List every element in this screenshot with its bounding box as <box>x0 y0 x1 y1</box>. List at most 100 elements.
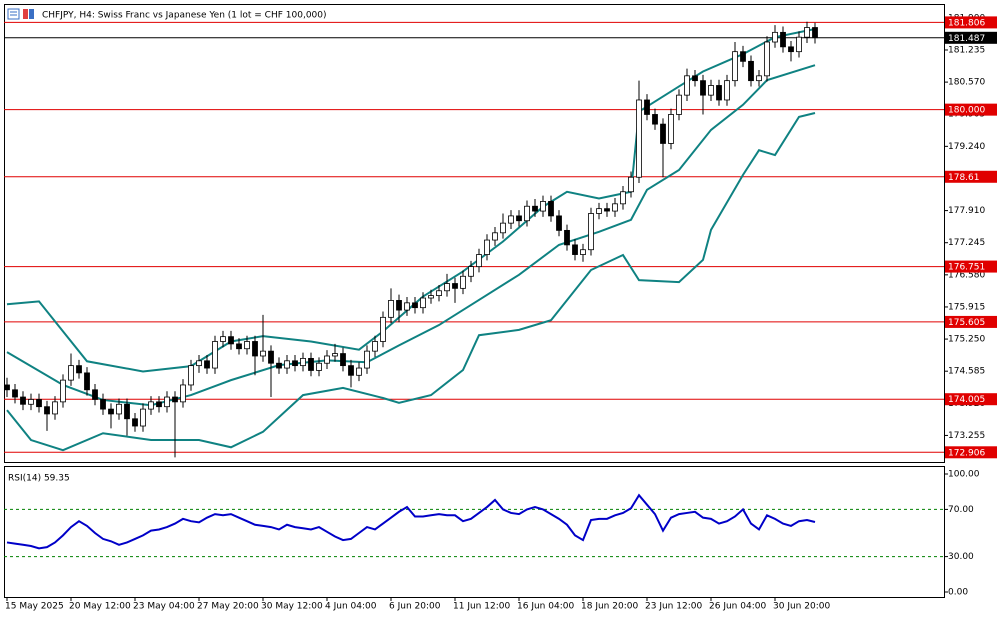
level-label: 180.000 <box>948 106 985 116</box>
candle-body <box>244 341 250 350</box>
levels <box>4 21 944 453</box>
y-tick-label: 180.570 <box>948 78 985 88</box>
level-tag <box>945 16 997 29</box>
candle-body <box>444 283 450 292</box>
candle-body <box>124 403 130 420</box>
candle-body <box>196 360 202 367</box>
candle-body <box>508 215 514 224</box>
candle-body <box>804 27 810 38</box>
candle-body <box>236 343 242 350</box>
candle-body <box>316 362 322 371</box>
x-tick-label: 16 Jun 04:00 <box>517 602 574 612</box>
candle-body <box>372 341 378 352</box>
candle-body <box>60 379 66 403</box>
candle-body <box>324 355 330 364</box>
candle-body <box>276 362 282 369</box>
current-price-label: 181.487 <box>948 34 985 44</box>
candle-body <box>396 300 402 311</box>
candle-body <box>292 360 298 367</box>
level-label: 176.751 <box>948 263 985 273</box>
candle-body <box>572 244 578 255</box>
candle-body <box>652 114 658 125</box>
candle-body <box>620 191 626 205</box>
candle-body <box>388 300 394 318</box>
candle-body <box>740 51 746 62</box>
candle-body <box>4 384 10 391</box>
indicator-title: RSI(14) 59.35 <box>8 474 70 484</box>
candle-body <box>452 283 458 289</box>
candle-body <box>612 203 618 212</box>
candle-body <box>492 232 498 241</box>
candle-body <box>76 365 82 374</box>
x-tick-label: 6 Jun 20:00 <box>389 602 441 612</box>
y-tick-label: 30.00 <box>948 552 974 562</box>
candle-body <box>596 208 602 214</box>
x-tick-label: 15 May 2025 <box>5 602 64 612</box>
x-tick-label: 30 May 12:00 <box>261 602 323 612</box>
candle-body <box>516 215 522 222</box>
level-tag <box>945 315 997 328</box>
level-tag <box>945 393 997 406</box>
candle-body <box>588 213 594 251</box>
candle-body <box>228 336 234 345</box>
candle-body <box>548 201 554 217</box>
y-tick-label: 177.910 <box>948 206 985 216</box>
candle-body <box>212 341 218 369</box>
candle-body <box>788 46 794 53</box>
candle-body <box>644 99 650 115</box>
candle-body <box>460 275 466 289</box>
candle-body <box>180 384 186 403</box>
candle-body <box>708 85 714 96</box>
candle-body <box>308 357 314 371</box>
x-tick-label: 20 May 12:00 <box>69 602 131 612</box>
candle-body <box>780 31 786 48</box>
y-tick-label: 173.255 <box>948 431 985 441</box>
candle-body <box>700 80 706 96</box>
candle-body <box>604 208 610 212</box>
chart-title: CHFJPY, H4: Swiss Franc vs Japanese Yen … <box>42 11 327 21</box>
candle-body <box>340 353 346 367</box>
y-tick-label: 0.00 <box>948 588 968 598</box>
candle-body <box>404 302 410 311</box>
level-label: 181.806 <box>948 18 985 28</box>
candle-body <box>300 357 306 367</box>
bollinger-band <box>6 64 816 407</box>
candle-body <box>252 341 258 357</box>
candle-body <box>92 389 98 400</box>
candle-body <box>132 418 138 427</box>
candle-body <box>36 399 42 408</box>
candle-body <box>428 295 434 299</box>
x-tick-label: 27 May 20:00 <box>197 602 259 612</box>
candle-body <box>12 389 18 398</box>
candle-body <box>772 31 778 43</box>
candle-body <box>116 403 122 415</box>
candle-body <box>364 350 370 369</box>
candle-body <box>436 290 442 296</box>
candle-body <box>100 399 106 410</box>
candle-body <box>476 254 482 268</box>
level-tag <box>945 260 997 273</box>
candle-body <box>756 75 762 82</box>
y-tick-label: 174.585 <box>948 367 985 377</box>
candle-body <box>380 316 386 342</box>
level-label: 175.605 <box>948 318 985 328</box>
level-label: 172.906 <box>948 448 985 458</box>
candle-body <box>108 408 114 415</box>
candle-body <box>148 401 154 410</box>
icon <box>29 9 34 19</box>
level-tag <box>945 170 997 183</box>
candle-body <box>268 350 274 364</box>
candle-body <box>540 201 546 212</box>
level-tag <box>945 446 997 459</box>
candle-body <box>140 408 146 427</box>
candle-body <box>716 85 722 101</box>
candle-body <box>468 266 474 277</box>
candle-body <box>812 27 818 39</box>
x-tick-label: 18 Jun 20:00 <box>581 602 638 612</box>
y-tick-label: 176.580 <box>948 270 985 280</box>
bollinger-band <box>6 27 816 373</box>
candle-body <box>204 360 210 369</box>
candle-body <box>420 297 426 309</box>
